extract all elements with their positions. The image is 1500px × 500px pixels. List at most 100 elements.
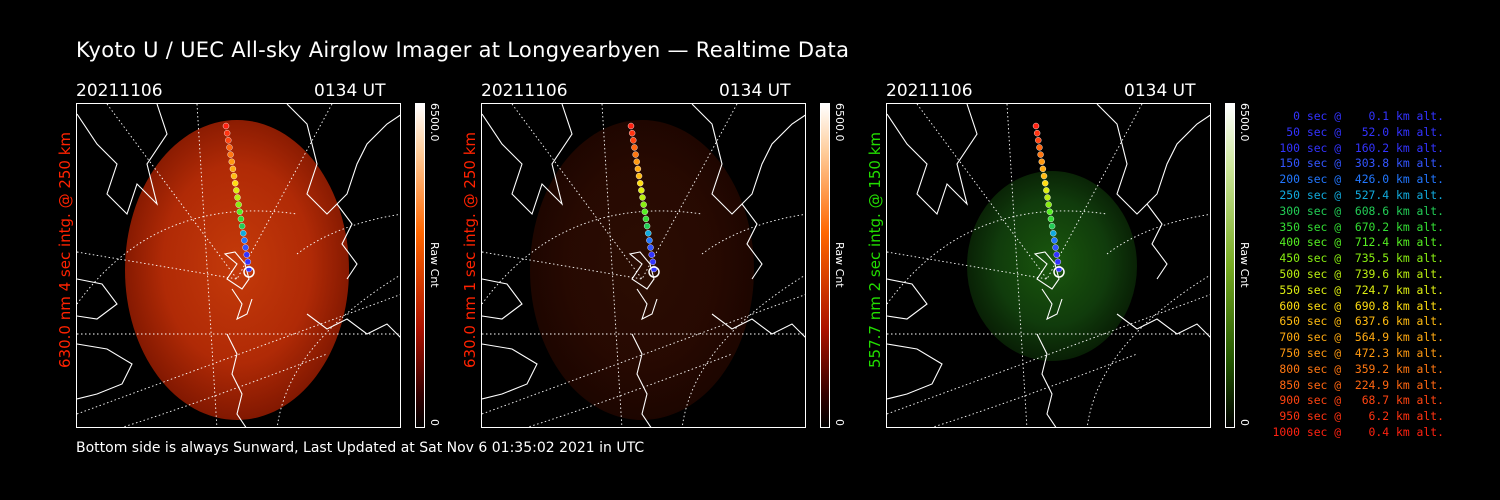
coastline (711, 313, 805, 338)
trajectory-point (235, 201, 242, 208)
observatory-marker (648, 266, 660, 278)
coastline (77, 104, 168, 216)
trajectory-legend-entry: 300 sec @ 608.6 km alt. (1272, 203, 1444, 218)
trajectory-point (230, 172, 238, 180)
trajectory-point (1043, 187, 1050, 194)
grid-line (121, 353, 328, 427)
trajectory-point (646, 237, 653, 244)
trajectory-point (238, 222, 246, 230)
trajectory-legend-entry: 400 sec @ 712.4 km alt. (1272, 235, 1444, 250)
panel-2-cbar-min: 0 (833, 419, 846, 426)
grid-line (887, 251, 1048, 280)
trajectory-legend-entry: 600 sec @ 690.8 km alt. (1272, 298, 1444, 313)
panel-3-date: 20211106 (886, 81, 973, 101)
trajectory-legend-entry: 650 sec @ 637.6 km alt. (1272, 314, 1444, 329)
panel-3-colorbar (1225, 103, 1235, 428)
trajectory-point (227, 151, 234, 158)
trajectory-point (635, 172, 643, 180)
trajectory-point (229, 165, 237, 173)
observatory-marker (243, 266, 255, 278)
trajectory-point (1044, 194, 1051, 201)
coastline (631, 333, 652, 427)
grid-line (482, 251, 643, 280)
trajectory-point (627, 122, 635, 130)
trajectory-point (1054, 258, 1062, 266)
grid-line (482, 210, 703, 305)
airglow-region (967, 171, 1137, 361)
trajectory-legend-entry: 550 sec @ 724.7 km alt. (1272, 282, 1444, 297)
trajectory-point (243, 251, 250, 258)
grid-line (276, 274, 400, 427)
trajectory-point (1052, 244, 1059, 251)
trajectory-point (648, 251, 655, 258)
airglow-region (530, 120, 754, 420)
panel-1-colorbar (415, 103, 425, 428)
grid-line (77, 251, 238, 280)
trajectory-point (1041, 179, 1049, 187)
trajectory-point (236, 208, 244, 216)
panel-1-date: 20211106 (76, 81, 163, 101)
grid-line (106, 104, 238, 280)
trajectory-point (1051, 237, 1058, 244)
trajectory-point (632, 151, 639, 158)
panel-3-channel-label: 557.7 nm 2 sec intg. @ 150 km (866, 131, 884, 368)
trajectory-legend-entry: 200 sec @ 426.0 km alt. (1272, 172, 1444, 187)
coastline (77, 343, 133, 400)
trajectory-point (630, 137, 637, 144)
coastline (482, 278, 523, 320)
coastline (887, 278, 928, 320)
trajectory-point (226, 144, 233, 151)
trajectory-point (237, 215, 245, 223)
panel-1-channel-label: 630.0 nm 4 sec intg. @ 250 km (56, 131, 74, 368)
trajectory-point (636, 179, 644, 187)
trajectory-point (1048, 222, 1056, 230)
panel-3-time: 0134 UT (1124, 81, 1196, 101)
trajectory-point (244, 258, 252, 266)
trajectory-legend-entry: 900 sec @ 68.7 km alt. (1272, 393, 1444, 408)
panel-3-cbar-max: 6500.0 (1238, 103, 1251, 142)
panel-3-map (887, 104, 1210, 427)
trajectory-point (1032, 122, 1040, 130)
panel-2-time: 0134 UT (719, 81, 791, 101)
grid-line (77, 294, 400, 415)
trajectory-point (1039, 165, 1047, 173)
trajectory-point (240, 230, 247, 237)
airglow-region (125, 120, 349, 420)
panel-3-image (886, 103, 1211, 428)
coastline (1146, 203, 1168, 280)
trajectory-point (1033, 129, 1041, 137)
panel-2-map (482, 104, 805, 427)
coastline (306, 313, 400, 338)
trajectory-point (638, 187, 645, 194)
trajectory-legend-entry: 800 sec @ 359.2 km alt. (1272, 361, 1444, 376)
observatory-marker (1053, 266, 1065, 278)
grid-line (887, 294, 1210, 415)
trajectory-legend-entry: 100 sec @ 160.2 km alt. (1272, 140, 1444, 155)
trajectory-legend-entry: 500 sec @ 739.6 km alt. (1272, 266, 1444, 281)
coastline (887, 343, 943, 400)
trajectory-legend-entry: 150 sec @ 303.8 km alt. (1272, 156, 1444, 171)
coastline (223, 251, 250, 290)
grid-line (1046, 104, 1143, 280)
trajectory-point (639, 194, 646, 201)
grid-line (236, 104, 333, 280)
panel-2-colorbar (820, 103, 830, 428)
grid-line (681, 274, 805, 427)
grid-line (77, 210, 298, 305)
trajectory-legend-entry: 450 sec @ 735.5 km alt. (1272, 251, 1444, 266)
trajectory-point (640, 201, 647, 208)
trajectory-point (1037, 151, 1044, 158)
trajectory-point (649, 258, 657, 266)
coastline (628, 251, 655, 290)
trajectory-point (1050, 230, 1057, 237)
coastline (1096, 104, 1210, 215)
panel-2-image (481, 103, 806, 428)
coastline (636, 288, 658, 321)
grid-line (482, 294, 805, 415)
trajectory-point (223, 129, 231, 137)
panel-3-cbar-min: 0 (1238, 419, 1251, 426)
grid-line (1086, 274, 1210, 427)
trajectory-point (628, 129, 636, 137)
trajectory-point (231, 179, 239, 187)
panel-2-channel-label: 630.0 nm 1 sec intg. @ 250 km (461, 131, 479, 368)
